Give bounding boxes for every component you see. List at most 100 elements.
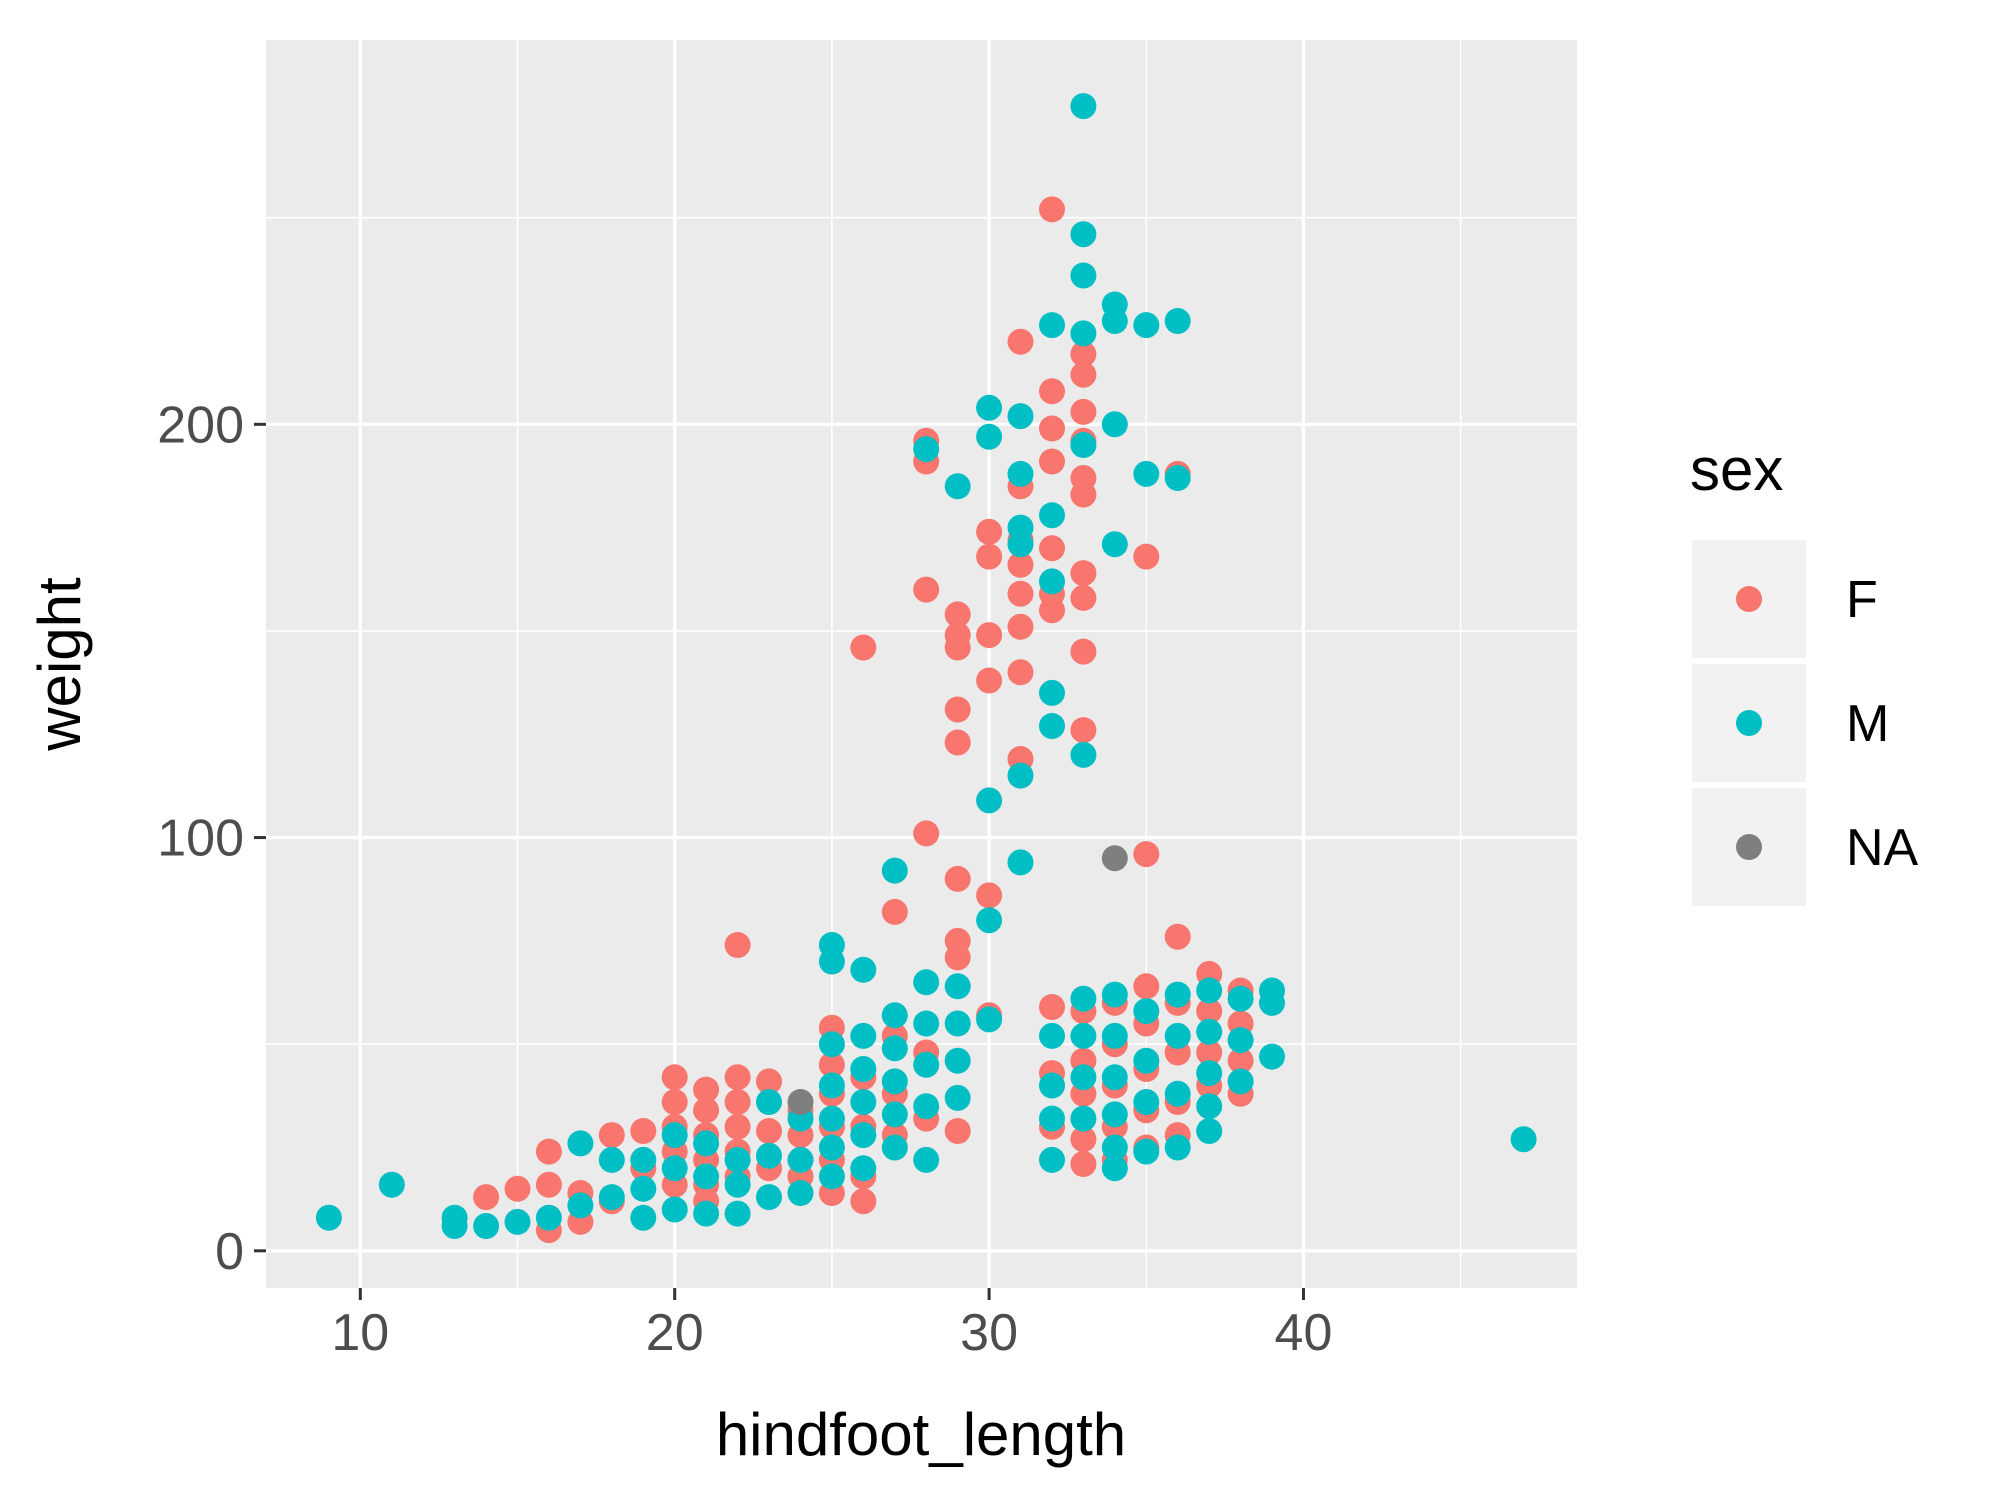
data-point-m — [976, 394, 1003, 421]
data-point-m — [1070, 1064, 1097, 1091]
data-point-f — [850, 1188, 877, 1215]
data-point-na — [787, 1089, 814, 1115]
data-point-m — [818, 948, 845, 975]
data-point-m — [693, 1163, 720, 1190]
legend-key-marker — [1736, 710, 1762, 736]
data-point-m — [315, 1204, 342, 1231]
data-point-m — [1196, 977, 1223, 1004]
data-point-m — [1039, 502, 1065, 529]
data-point-m — [1227, 985, 1254, 1012]
data-point-f — [881, 898, 908, 925]
legend-title: sex — [1690, 436, 1783, 503]
data-point-f — [1007, 551, 1034, 578]
data-point-m — [1039, 1105, 1065, 1132]
data-point-m — [850, 1056, 877, 1082]
data-point-f — [661, 1064, 688, 1091]
data-point-m — [1070, 432, 1097, 458]
data-point-f — [504, 1175, 531, 1202]
data-point-m — [1133, 312, 1160, 339]
data-point-m — [1133, 1138, 1160, 1165]
data-point-m — [473, 1213, 500, 1239]
data-point-m — [881, 1101, 908, 1128]
data-point-m — [724, 1171, 751, 1198]
data-point-f — [913, 576, 940, 603]
data-point-f — [976, 543, 1003, 570]
data-point-m — [1070, 320, 1097, 347]
data-point-m — [1196, 1060, 1223, 1087]
data-point-m — [1101, 1134, 1128, 1161]
data-point-m — [661, 1196, 688, 1223]
data-point-f — [724, 932, 751, 958]
data-point-f — [1070, 584, 1097, 611]
data-point-m — [881, 857, 908, 884]
data-point-m — [881, 1002, 908, 1029]
data-point-m — [944, 1084, 971, 1111]
grid-lines — [266, 40, 1577, 1288]
data-point-m — [944, 473, 971, 500]
data-point-m — [724, 1146, 751, 1173]
data-point-m — [1196, 1093, 1223, 1120]
data-point-m — [1259, 1043, 1285, 1070]
data-point-m — [1259, 989, 1285, 1016]
data-point-f — [1007, 613, 1034, 640]
y-tick-label: 100 — [157, 810, 244, 868]
panel-background — [266, 40, 1577, 1288]
data-point-f — [1133, 841, 1160, 868]
data-point-m — [1101, 411, 1128, 438]
data-point-m — [756, 1184, 782, 1211]
data-point-f — [1039, 378, 1065, 405]
data-point-m — [850, 1155, 877, 1182]
data-point-m — [850, 1022, 877, 1049]
data-point-f — [724, 1113, 751, 1140]
data-point-m — [818, 1031, 845, 1058]
x-tick-label: 20 — [646, 1304, 704, 1362]
data-point-f — [1133, 973, 1160, 1000]
data-point-m — [504, 1208, 531, 1235]
data-point-m — [818, 1072, 845, 1099]
data-point-m — [1101, 308, 1128, 334]
data-point-f — [976, 882, 1003, 909]
data-point-m — [1007, 403, 1034, 430]
data-point-f — [724, 1089, 751, 1115]
data-point-m — [1070, 1022, 1097, 1049]
data-point-m — [535, 1204, 562, 1231]
data-point-f — [535, 1138, 562, 1165]
x-axis-title: hindfoot_length — [716, 1401, 1126, 1468]
y-tick-label: 0 — [215, 1223, 244, 1281]
data-point-f — [1227, 1047, 1254, 1074]
data-point-m — [850, 1089, 877, 1115]
data-point-f — [944, 634, 971, 661]
data-point-f — [913, 820, 940, 847]
data-point-m — [1039, 713, 1065, 739]
data-point-f — [1196, 998, 1223, 1025]
y-tick-label: 200 — [157, 396, 244, 454]
data-point-m — [1101, 1101, 1128, 1128]
data-point-m — [913, 1146, 940, 1173]
data-point-m — [1039, 1146, 1065, 1173]
data-point-m — [724, 1200, 751, 1227]
data-point-f — [535, 1171, 562, 1198]
data-point-f — [944, 601, 971, 628]
data-point-f — [598, 1122, 625, 1149]
data-point-m — [913, 436, 940, 463]
data-point-f — [693, 1076, 720, 1103]
data-point-m — [913, 1051, 940, 1078]
data-point-f — [1070, 1126, 1097, 1153]
data-point-m — [913, 1010, 940, 1037]
data-point-f — [944, 696, 971, 723]
data-point-m — [881, 1068, 908, 1095]
data-point-f — [630, 1118, 657, 1144]
data-point-m — [913, 969, 940, 996]
legend-key-marker — [1736, 586, 1762, 612]
data-point-m — [1164, 1022, 1191, 1049]
data-point-m — [661, 1122, 688, 1149]
data-point-m — [1007, 531, 1034, 558]
data-point-m — [1227, 1068, 1254, 1095]
data-point-f — [1007, 580, 1034, 607]
data-point-m — [787, 1146, 814, 1173]
data-point-m — [1133, 460, 1160, 487]
data-point-m — [1510, 1126, 1537, 1153]
data-point-m — [1133, 998, 1160, 1025]
data-point-m — [1101, 981, 1128, 1008]
